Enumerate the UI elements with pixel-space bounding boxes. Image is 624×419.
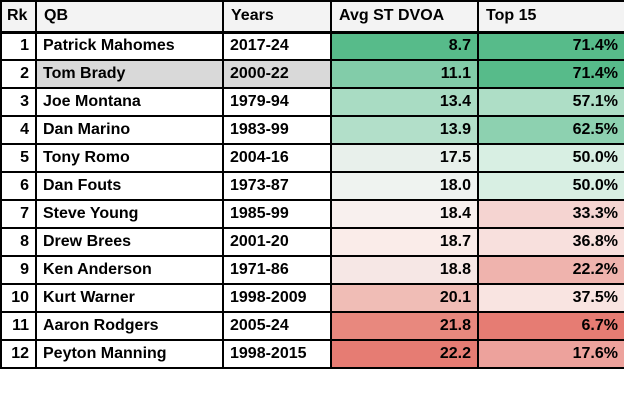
dvoa-cell: 13.4: [330, 87, 479, 117]
qb-name-cell: Peyton Manning: [35, 339, 224, 369]
qb-name-cell: Drew Brees: [35, 227, 224, 257]
table-row: 5 Tony Romo 2004-16 17.5 50.0%: [0, 143, 624, 173]
rank-cell: 12: [0, 339, 37, 369]
table-row: 4 Dan Marino 1983-99 13.9 62.5%: [0, 115, 624, 145]
dvoa-cell: 11.1: [330, 59, 479, 89]
years-cell: 1971-86: [222, 255, 332, 285]
top15-cell: 37.5%: [477, 283, 624, 313]
rank-cell: 3: [0, 87, 37, 117]
header-cell-years: Years: [222, 0, 332, 34]
top15-cell: 36.8%: [477, 227, 624, 257]
years-cell: 1973-87: [222, 171, 332, 201]
header-cell-qb: QB: [35, 0, 224, 34]
qb-name-cell: Aaron Rodgers: [35, 311, 224, 341]
qb-name-cell: Kurt Warner: [35, 283, 224, 313]
years-cell: 2017-24: [222, 31, 332, 61]
header-cell-avg-st-dvoa: Avg ST DVOA: [330, 0, 479, 34]
table-body: 1 Patrick Mahomes 2017-24 8.7 71.4% 2 To…: [0, 31, 624, 369]
years-cell: 1983-99: [222, 115, 332, 145]
years-cell: 2001-20: [222, 227, 332, 257]
table-row: 2 Tom Brady 2000-22 11.1 71.4%: [0, 59, 624, 89]
dvoa-cell: 22.2: [330, 339, 479, 369]
top15-cell: 50.0%: [477, 143, 624, 173]
top15-cell: 50.0%: [477, 171, 624, 201]
rank-cell: 4: [0, 115, 37, 145]
table-row: 3 Joe Montana 1979-94 13.4 57.1%: [0, 87, 624, 117]
years-cell: 2000-22: [222, 59, 332, 89]
qb-name-cell: Ken Anderson: [35, 255, 224, 285]
table-row: 7 Steve Young 1985-99 18.4 33.3%: [0, 199, 624, 229]
rank-cell: 1: [0, 31, 37, 61]
dvoa-cell: 17.5: [330, 143, 479, 173]
dvoa-cell: 21.8: [330, 311, 479, 341]
table-row: 12 Peyton Manning 1998-2015 22.2 17.6%: [0, 339, 624, 369]
years-cell: 1985-99: [222, 199, 332, 229]
qb-name-cell: Joe Montana: [35, 87, 224, 117]
dvoa-cell: 18.4: [330, 199, 479, 229]
top15-cell: 71.4%: [477, 31, 624, 61]
top15-cell: 33.3%: [477, 199, 624, 229]
table-row: 9 Ken Anderson 1971-86 18.8 22.2%: [0, 255, 624, 285]
top15-cell: 62.5%: [477, 115, 624, 145]
dvoa-cell: 13.9: [330, 115, 479, 145]
table-row: 11 Aaron Rodgers 2005-24 21.8 6.7%: [0, 311, 624, 341]
qb-name-cell: Steve Young: [35, 199, 224, 229]
top15-cell: 71.4%: [477, 59, 624, 89]
rank-cell: 6: [0, 171, 37, 201]
dvoa-cell: 18.0: [330, 171, 479, 201]
header-row: Rk QB Years Avg ST DVOA Top 15: [0, 0, 624, 34]
top15-cell: 6.7%: [477, 311, 624, 341]
table-row: 10 Kurt Warner 1998-2009 20.1 37.5%: [0, 283, 624, 313]
rank-cell: 8: [0, 227, 37, 257]
table-row: 8 Drew Brees 2001-20 18.7 36.8%: [0, 227, 624, 257]
dvoa-cell: 8.7: [330, 31, 479, 61]
qb-st-dvoa-table: Rk QB Years Avg ST DVOA Top 15 1 Patrick…: [0, 0, 624, 369]
rank-cell: 2: [0, 59, 37, 89]
years-cell: 1979-94: [222, 87, 332, 117]
qb-name-cell: Tony Romo: [35, 143, 224, 173]
table-row: 6 Dan Fouts 1973-87 18.0 50.0%: [0, 171, 624, 201]
header-cell-top15: Top 15: [477, 0, 624, 34]
dvoa-cell: 18.7: [330, 227, 479, 257]
years-cell: 2005-24: [222, 311, 332, 341]
years-cell: 1998-2015: [222, 339, 332, 369]
top15-cell: 17.6%: [477, 339, 624, 369]
top15-cell: 22.2%: [477, 255, 624, 285]
rank-cell: 7: [0, 199, 37, 229]
qb-name-cell: Tom Brady: [35, 59, 224, 89]
qb-name-cell: Patrick Mahomes: [35, 31, 224, 61]
dvoa-cell: 18.8: [330, 255, 479, 285]
dvoa-cell: 20.1: [330, 283, 479, 313]
table-row: 1 Patrick Mahomes 2017-24 8.7 71.4%: [0, 31, 624, 61]
rank-cell: 10: [0, 283, 37, 313]
qb-name-cell: Dan Fouts: [35, 171, 224, 201]
header-cell-rank: Rk: [0, 0, 37, 34]
rank-cell: 9: [0, 255, 37, 285]
qb-name-cell: Dan Marino: [35, 115, 224, 145]
table-header: Rk QB Years Avg ST DVOA Top 15: [0, 0, 624, 34]
top15-cell: 57.1%: [477, 87, 624, 117]
years-cell: 2004-16: [222, 143, 332, 173]
rank-cell: 11: [0, 311, 37, 341]
rank-cell: 5: [0, 143, 37, 173]
years-cell: 1998-2009: [222, 283, 332, 313]
